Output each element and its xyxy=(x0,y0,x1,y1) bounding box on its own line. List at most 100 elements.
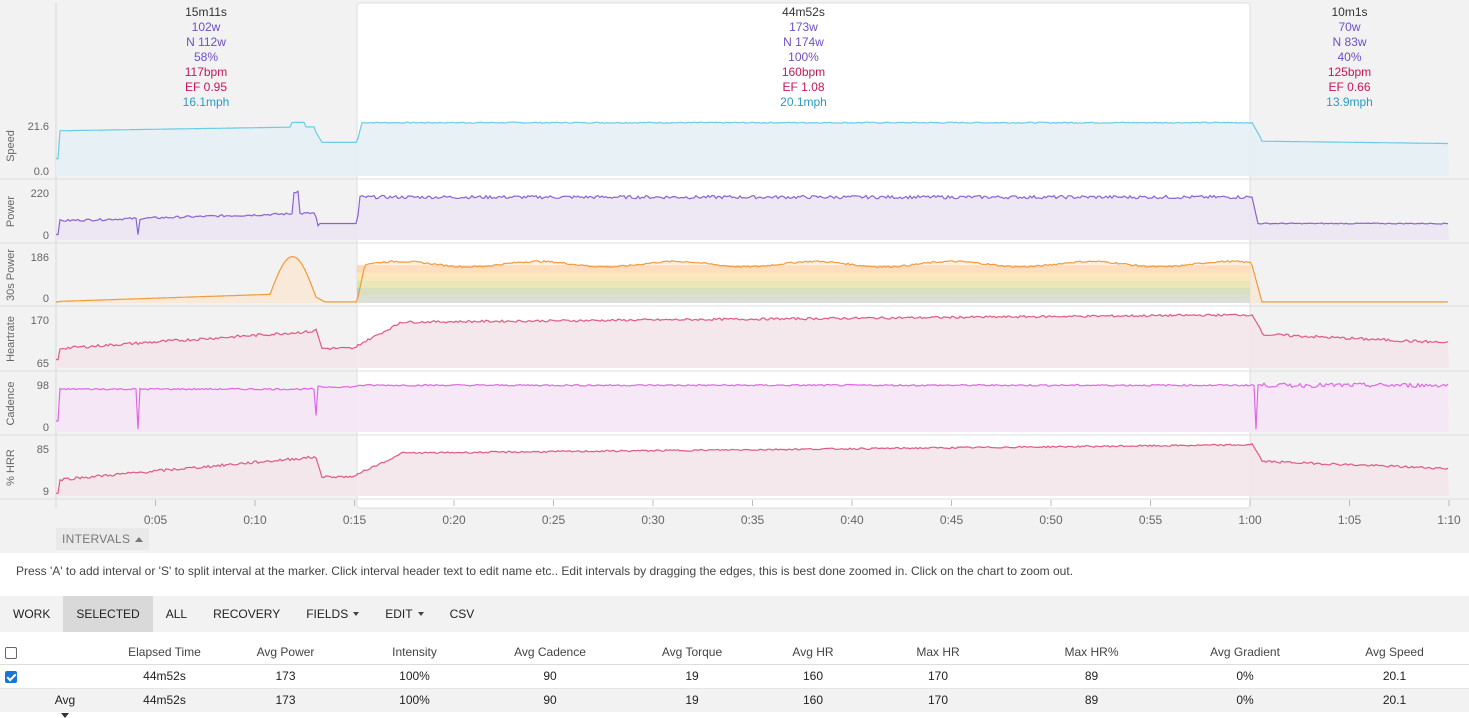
fields-dropdown[interactable]: FIELDS xyxy=(293,596,372,632)
avg-row: Avg 44m52s 173 100% 90 19 160 170 89 0% … xyxy=(0,688,1469,712)
interval-3-speed: 13.9mph xyxy=(1326,95,1373,109)
avg-cell: 0% xyxy=(1236,693,1254,708)
col-header[interactable]: Max HR% xyxy=(1013,640,1170,665)
hrr-ymin-label: 9 xyxy=(43,486,49,498)
select-all-checkbox[interactable] xyxy=(5,646,17,659)
caret-down-icon xyxy=(353,612,360,616)
x-tick-label: 0:05 xyxy=(144,513,168,527)
heartrate-axis-label: Heartrate xyxy=(5,316,17,362)
interval-1-speed: 16.1mph xyxy=(182,95,230,109)
x-tick-label: 0:25 xyxy=(542,513,566,527)
avg-cell: 170 xyxy=(927,693,949,708)
speed-trace xyxy=(56,121,1448,160)
interval-1-intensity: 58% xyxy=(193,50,219,64)
heartrate-trace xyxy=(56,313,1449,361)
intervals-toggle-label: INTERVALS xyxy=(62,532,131,546)
power-ymax-label: 220 xyxy=(31,188,49,200)
table-cell: 19 xyxy=(621,664,763,689)
table-row[interactable]: 44m52s 173 100% 90 19 160 170 89 0% 20.1 xyxy=(0,664,1469,689)
chart-canvas[interactable]: 21.6 0.0 Speed 220 0 Power 186 0 30s Power 170 65 H… xyxy=(0,0,1469,553)
interval-2-intensity: 100% xyxy=(788,50,819,64)
avg-cell: 173 xyxy=(275,693,296,708)
heartrate-ymin-label: 65 xyxy=(37,358,49,370)
interval-stats-table: Elapsed Time Avg Power Intensity Avg Cad… xyxy=(0,640,1469,712)
table-cell: 0% xyxy=(1170,664,1320,689)
table-cell: 170 xyxy=(863,664,1013,689)
csv-button[interactable]: CSV xyxy=(449,607,475,621)
interval-header-2[interactable]: 44m52s 173w N 174w 100% 160bpm EF 1.08 2… xyxy=(357,5,1250,110)
avg-label: Avg xyxy=(54,693,76,708)
interval-2-power: 173w xyxy=(789,20,818,34)
activity-chart[interactable]: 21.6 0.0 Speed 220 0 Power 186 0 30s Power 170 65 H… xyxy=(0,0,1469,553)
avg-empty-cell xyxy=(0,688,22,712)
power-area xyxy=(56,191,1449,240)
interval-3-power: 70w xyxy=(1338,20,1361,34)
avg-cell: 19 xyxy=(685,693,699,708)
interval-1-hr: 117bpm xyxy=(184,65,228,79)
power-ymin-label: 0 xyxy=(43,230,49,242)
interval-1-ef: EF 0.95 xyxy=(184,80,228,94)
col-header[interactable]: Avg Cadence xyxy=(479,640,621,665)
avg-cell: 44m52s xyxy=(143,693,186,708)
edit-dropdown[interactable]: EDIT xyxy=(372,596,436,632)
heartrate-area xyxy=(56,314,1449,368)
interval-3-hr: 125bpm xyxy=(1327,65,1372,79)
interval-3-intensity: 40% xyxy=(1337,50,1362,64)
fields-label: FIELDS xyxy=(306,607,349,621)
col-header[interactable]: Avg HR xyxy=(763,640,863,665)
interval-2-ef: EF 1.08 xyxy=(782,80,825,94)
intervals-toggle-button[interactable]: INTERVALS xyxy=(56,528,150,550)
edit-label: EDIT xyxy=(385,607,413,621)
heartrate-ymax-label: 170 xyxy=(31,315,49,327)
x-tick-label: 1:05 xyxy=(1338,513,1362,527)
cadence-axis-label: Cadence xyxy=(5,381,17,425)
x-tick-label: 0:55 xyxy=(1139,513,1163,527)
x-tick-label: 0:40 xyxy=(840,513,864,527)
col-header[interactable]: Max HR xyxy=(863,640,1013,665)
all-tab[interactable]: ALL xyxy=(165,607,188,621)
col-header[interactable]: Avg Power xyxy=(221,640,350,665)
speed-ymin-label: 0.0 xyxy=(34,166,49,178)
select-all-cell[interactable] xyxy=(0,640,22,665)
x-tick-label: 1:10 xyxy=(1437,513,1461,527)
hrr-trace xyxy=(56,443,1449,494)
interval-3-npower: N 83w xyxy=(1332,35,1367,49)
work-tab[interactable]: WORK xyxy=(13,607,51,621)
power-axis-label: Power xyxy=(5,196,17,228)
power-trace xyxy=(56,190,1449,236)
thirty-sec-power-area xyxy=(56,256,1449,303)
interval-header-1[interactable]: 15m11s 102w N 112w 58% 117bpm EF 0.95 16… xyxy=(56,5,356,110)
thirty-sec-power-ymax-label: 186 xyxy=(31,252,49,264)
table-cell: 160 xyxy=(763,664,863,689)
interval-1-time: 15m11s xyxy=(185,5,227,19)
col-header[interactable]: Avg Speed xyxy=(1320,640,1469,665)
x-tick-label: 0:30 xyxy=(641,513,665,527)
avg-cell: 89 xyxy=(1084,693,1099,708)
interval-2-speed: 20.1mph xyxy=(780,95,827,109)
table-cell: 20.1 xyxy=(1320,664,1469,689)
x-tick-label: 0:20 xyxy=(442,513,466,527)
interval-header-3[interactable]: 10m1s 70w N 83w 40% 125bpm EF 0.66 13.9m… xyxy=(1250,5,1449,110)
col-header[interactable]: Elapsed Time xyxy=(108,640,221,665)
avg-cell: 160 xyxy=(802,693,824,708)
interval-3-time: 10m1s xyxy=(1331,5,1368,19)
interval-toolbar: WORK SELECTED ALL RECOVERY FIELDS EDIT C… xyxy=(0,596,1469,632)
speed-area xyxy=(56,122,1449,176)
caret-up-icon xyxy=(135,537,144,543)
recovery-tab[interactable]: RECOVERY xyxy=(213,607,281,621)
speed-ymax-label: 21.6 xyxy=(28,121,49,133)
col-header[interactable]: Avg Torque xyxy=(621,640,763,665)
selected-tab[interactable]: SELECTED xyxy=(63,596,153,632)
table-cell: 89 xyxy=(1013,664,1170,689)
cadence-ymax-label: 98 xyxy=(37,380,49,392)
x-tick-label: 0:15 xyxy=(343,513,367,527)
table-cell: 100% xyxy=(350,664,479,689)
col-header[interactable]: Intensity xyxy=(350,640,479,665)
row-checkbox[interactable] xyxy=(5,670,17,683)
interval-3-ef: EF 0.66 xyxy=(1328,80,1371,94)
row-select-cell[interactable] xyxy=(0,664,22,689)
caret-down-icon xyxy=(417,612,424,616)
avg-cell: 20.1 xyxy=(1382,693,1407,708)
col-header[interactable]: Avg Gradient xyxy=(1170,640,1320,665)
x-tick-label: 0:10 xyxy=(243,513,267,527)
